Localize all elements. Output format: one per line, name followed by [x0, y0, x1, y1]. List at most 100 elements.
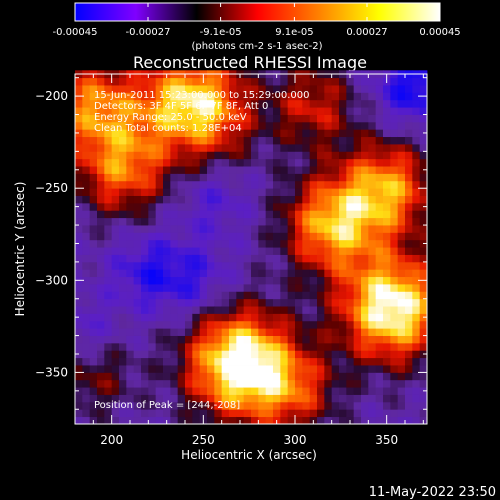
- heatmap-cell: [251, 254, 259, 263]
- heatmap-cell: [221, 210, 230, 219]
- colorbar: -0.00045 -0.00027 -9.1e-05 9.1e-05 0.00027 0.…: [53, 2, 461, 52]
- heatmap-cell: [155, 210, 164, 219]
- heatmap-cell: [163, 247, 171, 255]
- heatmap-cell: [397, 261, 406, 270]
- heatmap-cell: [97, 379, 105, 388]
- heatmap-cell: [141, 357, 149, 366]
- heatmap-cell: [75, 379, 83, 388]
- heatmap-cell: [243, 291, 252, 300]
- heatmap-cell: [104, 202, 113, 211]
- heatmap-cell: [251, 298, 259, 307]
- heatmap-cell: [251, 107, 259, 115]
- heatmap-cell: [141, 202, 149, 211]
- heatmap-cell: [229, 387, 237, 395]
- heatmap-cell: [148, 151, 157, 160]
- heatmap-cell: [89, 306, 98, 314]
- heatmap-cell: [368, 401, 377, 410]
- heatmap-cell: [295, 416, 303, 425]
- heatmap-cell: [309, 254, 318, 263]
- heatmap-cell: [302, 394, 311, 403]
- heatmap-cell: [375, 335, 384, 344]
- heatmap-cell: [368, 77, 377, 86]
- heatmap-cell: [302, 173, 311, 182]
- heatmap-cell: [302, 379, 311, 388]
- heatmap-cell: [192, 365, 201, 373]
- heatmap-cell: [170, 173, 179, 182]
- heatmap-cell: [177, 357, 186, 366]
- heatmap-cell: [185, 261, 193, 270]
- heatmap-cell: [331, 372, 340, 381]
- heatmap-cell: [295, 254, 303, 263]
- heatmap-cell: [243, 202, 252, 211]
- heatmap-cell: [383, 188, 391, 196]
- heatmap-cell: [390, 387, 399, 395]
- heatmap-cell: [309, 269, 318, 278]
- heatmap-cell: [221, 313, 230, 322]
- heatmap-cell: [214, 409, 223, 418]
- heatmap-cell: [221, 342, 230, 351]
- heatmap-cell: [141, 306, 149, 314]
- heatmap-cell: [221, 121, 230, 130]
- heatmap-cell: [104, 158, 113, 167]
- heatmap-cell: [207, 180, 215, 189]
- heatmap-cell: [287, 210, 296, 219]
- heatmap-cell: [339, 335, 347, 344]
- heatmap-cell: [170, 365, 179, 373]
- heatmap-cell: [280, 210, 289, 219]
- heatmap-cell: [170, 350, 179, 359]
- heatmap-cell: [75, 284, 83, 292]
- heatmap-cell: [375, 239, 384, 248]
- heatmap-cell: [89, 387, 98, 395]
- heatmap-cell: [111, 144, 120, 152]
- heatmap-cell: [361, 188, 369, 196]
- heatmap-cell: [104, 320, 113, 329]
- heatmap-cell: [163, 365, 171, 373]
- heatmap-cell: [265, 313, 274, 322]
- heatmap-cell: [111, 239, 120, 248]
- heatmap-cell: [346, 107, 355, 115]
- heatmap-cell: [419, 306, 428, 314]
- heatmap-cell: [383, 387, 391, 395]
- heatmap-cell: [97, 401, 105, 410]
- heatmap-cell: [361, 320, 369, 329]
- heatmap-cell: [412, 342, 421, 351]
- heatmap-cell: [163, 409, 171, 418]
- observation-annotation-line: Clean Total counts: 1.28E+04: [94, 123, 242, 134]
- heatmap-cell: [383, 276, 391, 285]
- heatmap-cell: [82, 107, 91, 115]
- heatmap-cell: [324, 247, 333, 255]
- heatmap-cell: [361, 129, 369, 138]
- heatmap-cell: [82, 416, 91, 425]
- heatmap-cell: [251, 416, 259, 425]
- heatmap-cell: [331, 409, 340, 418]
- heatmap-cell: [192, 173, 201, 182]
- heatmap-cell: [397, 372, 406, 381]
- heatmap-cell: [368, 365, 377, 373]
- heatmap-cell: [265, 276, 274, 285]
- heatmap-cell: [89, 313, 98, 322]
- heatmap-cell: [361, 173, 369, 182]
- heatmap-cell: [104, 247, 113, 255]
- heatmap-cell: [207, 335, 215, 344]
- heatmap-cell: [302, 401, 311, 410]
- heatmap-cell: [390, 239, 399, 248]
- heatmap-cell: [97, 306, 105, 314]
- x-axis-label: Heliocentric X (arcsec): [181, 448, 317, 462]
- heatmap-cell: [258, 202, 267, 211]
- heatmap-cell: [375, 269, 384, 278]
- heatmap-cell: [375, 306, 384, 314]
- heatmap-cell: [141, 136, 149, 145]
- heatmap-cell: [390, 247, 399, 255]
- heatmap-cell: [251, 394, 259, 403]
- heatmap-cell: [141, 328, 149, 336]
- heatmap-cell: [397, 269, 406, 278]
- heatmap-cell: [148, 144, 157, 152]
- heatmap-cell: [324, 129, 333, 138]
- heatmap-cell: [280, 129, 289, 138]
- heatmap-cell: [155, 261, 164, 270]
- heatmap-cell: [258, 409, 267, 418]
- heatmap-cell: [82, 136, 91, 145]
- heatmap-cell: [368, 114, 377, 123]
- heatmap-cell: [251, 180, 259, 189]
- heatmap-cell: [280, 379, 289, 388]
